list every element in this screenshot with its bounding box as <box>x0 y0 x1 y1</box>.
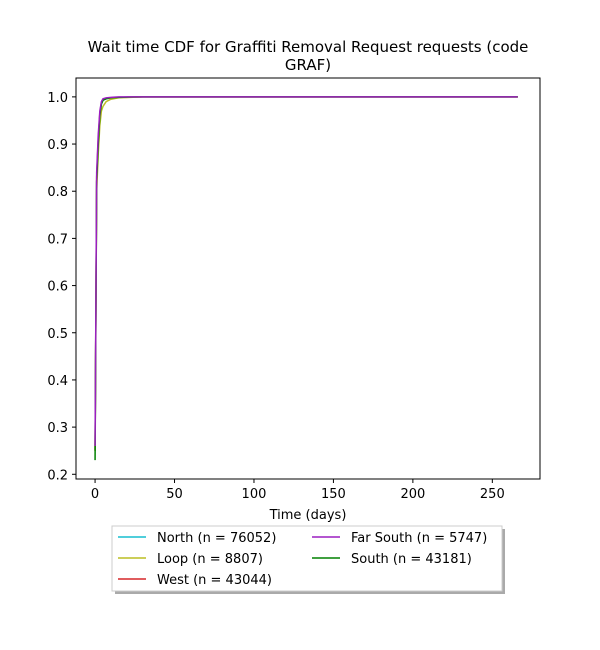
legend-label: South (n = 43181) <box>351 552 472 567</box>
legend-label: North (n = 76052) <box>157 531 276 546</box>
chart-title-line-1: Wait time CDF for Graffiti Removal Reque… <box>88 38 529 56</box>
y-tick-label: 0.4 <box>47 374 68 389</box>
legend-label: Far South (n = 5747) <box>351 531 487 546</box>
x-tick-label: 150 <box>321 487 346 502</box>
series-line-2 <box>94 96 518 451</box>
y-tick-label: 0.6 <box>47 280 68 295</box>
x-tick-label: 100 <box>242 487 267 502</box>
plot-frame <box>75 77 541 480</box>
x-tick-label: 0 <box>91 487 99 502</box>
legend-label: West (n = 43044) <box>157 573 272 588</box>
y-tick-label: 0.5 <box>47 327 68 342</box>
x-axis-ticks: 0 50 100 150 200 250 <box>91 479 505 502</box>
x-axis-label: Time (days) <box>269 508 347 523</box>
y-tick-label: 0.9 <box>47 138 68 153</box>
y-tick-label: 0.8 <box>47 185 68 200</box>
y-tick-label: 0.7 <box>47 232 68 247</box>
series-line-4 <box>94 96 518 446</box>
series-lines <box>94 96 518 461</box>
x-tick-label: 50 <box>166 487 183 502</box>
y-tick-label: 0.2 <box>47 468 68 483</box>
series-line-3 <box>94 96 518 461</box>
x-tick-label: 200 <box>400 487 425 502</box>
legend-box <box>111 525 503 592</box>
series-line-0 <box>94 96 518 451</box>
series-line-1 <box>94 96 518 451</box>
legend-label: Loop (n = 8807) <box>157 552 263 567</box>
y-axis-ticks: 0.2 0.3 0.4 0.5 0.6 0.7 0.8 0.9 1.0 <box>47 91 76 483</box>
x-tick-label: 250 <box>480 487 505 502</box>
y-tick-label: 1.0 <box>47 91 68 106</box>
y-tick-label: 0.3 <box>47 421 68 436</box>
chart-title-line-2: GRAF) <box>285 56 331 74</box>
legend: North (n = 76052) Loop (n = 8807) West (n … <box>111 525 505 594</box>
